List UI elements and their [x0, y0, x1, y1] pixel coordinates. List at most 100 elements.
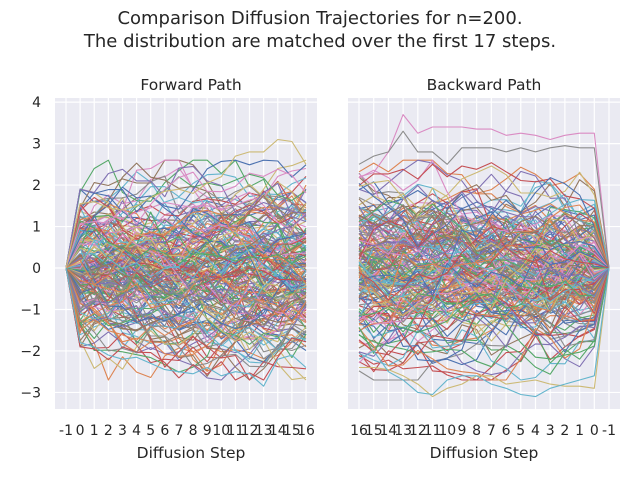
forward-y-ticks: 4 3 2 1 0 −1 −2 −3 [20, 95, 41, 401]
figure-title-line1: Comparison Diffusion Trajectories for n=… [117, 8, 522, 29]
x-tick-label: 10 [212, 423, 230, 439]
trajectory-line [65, 168, 307, 269]
trajectory-line [358, 199, 610, 269]
trajectory-line [358, 199, 610, 290]
trajectory-line [65, 245, 307, 326]
x-tick-label: 14 [379, 423, 397, 439]
backward-title: Backward Path [427, 76, 542, 94]
trajectory-line [358, 262, 610, 323]
y-tick-label: −2 [20, 344, 41, 360]
trajectory-line [65, 214, 307, 313]
x-tick-label: 3 [118, 423, 127, 439]
trajectory-line [358, 179, 610, 316]
trajectory-line [65, 267, 307, 381]
x-tick-label: 2 [104, 423, 113, 439]
x-tick-label: 3 [546, 423, 555, 439]
x-tick-label: 15 [365, 423, 383, 439]
trajectory-line [65, 191, 307, 269]
trajectory-line [65, 209, 307, 286]
trajectory-line [65, 262, 307, 332]
trajectory-line [358, 264, 610, 312]
trajectory-line [65, 235, 307, 276]
trajectory-line [65, 204, 307, 269]
trajectory-line [65, 196, 307, 269]
x-tick-label: 12 [241, 423, 259, 439]
trajectory-line [358, 130, 610, 269]
x-tick-label: 16 [350, 423, 368, 439]
trajectory-line [358, 214, 610, 269]
x-tick-label: 9 [203, 423, 212, 439]
trajectory-line [358, 204, 610, 269]
x-tick-label: 0 [76, 423, 85, 439]
trajectory-line [65, 229, 307, 293]
trajectory-line [358, 247, 610, 324]
trajectory-line [65, 138, 307, 269]
trajectory-line [65, 220, 307, 269]
x-tick-label: 7 [174, 423, 183, 439]
trajectory-line [65, 267, 307, 351]
trajectory-line [65, 259, 307, 330]
y-tick-label: 1 [32, 220, 41, 236]
x-tick-label: 12 [409, 423, 427, 439]
trajectory-line [65, 267, 307, 322]
y-tick-label: −3 [20, 385, 41, 401]
trajectory-line [65, 205, 307, 285]
trajectory-line [65, 173, 307, 269]
trajectory-line [358, 267, 610, 354]
trajectory-line [358, 184, 610, 277]
x-tick-label: 1 [575, 423, 584, 439]
trajectory-line [358, 233, 610, 294]
trajectory-line [358, 205, 610, 269]
trajectory-line [65, 267, 307, 354]
trajectory-line [358, 240, 610, 278]
trajectory-line [358, 198, 610, 269]
trajectory-line [65, 182, 307, 269]
trajectory-line [65, 227, 307, 294]
trajectory-line [358, 267, 610, 356]
trajectory-line [65, 255, 307, 357]
trajectory-line [358, 267, 610, 375]
forward-trajectories [65, 138, 307, 387]
forward-title: Forward Path [140, 76, 241, 94]
trajectory-line [358, 182, 610, 269]
trajectory-line [65, 267, 307, 338]
trajectory-line [358, 251, 610, 296]
trajectory-line [358, 159, 610, 269]
x-tick-label: -1 [602, 423, 616, 439]
backward-x-axis-label: Diffusion Step [430, 444, 539, 462]
trajectory-line [358, 247, 610, 329]
trajectory-line [65, 267, 306, 319]
y-tick-label: −1 [20, 302, 41, 318]
trajectory-line [358, 204, 610, 304]
x-tick-label: 11 [226, 423, 244, 439]
trajectory-line [358, 162, 610, 269]
trajectory-line [358, 267, 610, 332]
backward-trajectories [358, 114, 610, 398]
trajectory-line [65, 267, 307, 381]
x-tick-label: 6 [502, 423, 511, 439]
x-tick-label: 13 [394, 423, 412, 439]
trajectory-line [65, 165, 307, 269]
trajectory-line [65, 191, 307, 270]
x-tick-label: 8 [472, 423, 481, 439]
x-tick-label: 5 [146, 423, 155, 439]
trajectory-line [358, 241, 610, 313]
trajectory-line [65, 228, 307, 279]
trajectory-line [65, 267, 307, 339]
trajectory-line [65, 240, 307, 278]
trajectory-line [358, 203, 610, 279]
trajectory-line [65, 259, 307, 323]
figure-title-line2: The distribution are matched over the fi… [83, 31, 556, 52]
trajectory-line [358, 179, 610, 269]
trajectory-line [65, 188, 307, 269]
trajectory-line [359, 267, 610, 398]
trajectory-line [358, 239, 610, 297]
trajectory-line [358, 218, 610, 290]
trajectory-line [358, 267, 610, 381]
trajectory-line [358, 231, 610, 315]
y-tick-label: 4 [32, 95, 41, 111]
